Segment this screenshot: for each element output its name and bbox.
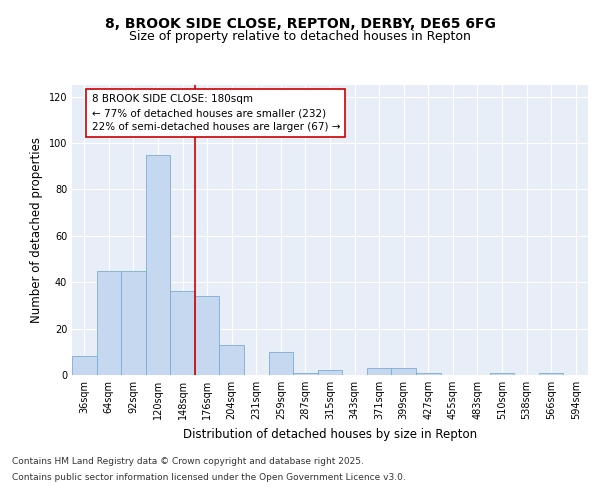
Bar bbox=[269, 352, 293, 375]
Bar bbox=[490, 372, 514, 375]
Text: 8 BROOK SIDE CLOSE: 180sqm
← 77% of detached houses are smaller (232)
22% of sem: 8 BROOK SIDE CLOSE: 180sqm ← 77% of deta… bbox=[92, 94, 340, 132]
Bar bbox=[195, 296, 220, 375]
Text: Contains public sector information licensed under the Open Government Licence v3: Contains public sector information licen… bbox=[12, 472, 406, 482]
Bar bbox=[170, 292, 195, 375]
Text: Size of property relative to detached houses in Repton: Size of property relative to detached ho… bbox=[129, 30, 471, 43]
Y-axis label: Number of detached properties: Number of detached properties bbox=[30, 137, 43, 323]
Bar bbox=[220, 345, 244, 375]
Bar bbox=[121, 270, 146, 375]
Bar bbox=[293, 372, 318, 375]
Bar bbox=[72, 356, 97, 375]
X-axis label: Distribution of detached houses by size in Repton: Distribution of detached houses by size … bbox=[183, 428, 477, 440]
Bar bbox=[146, 154, 170, 375]
Text: Contains HM Land Registry data © Crown copyright and database right 2025.: Contains HM Land Registry data © Crown c… bbox=[12, 458, 364, 466]
Bar bbox=[97, 270, 121, 375]
Bar bbox=[416, 372, 440, 375]
Bar bbox=[391, 368, 416, 375]
Bar bbox=[367, 368, 391, 375]
Bar bbox=[539, 372, 563, 375]
Bar bbox=[318, 370, 342, 375]
Text: 8, BROOK SIDE CLOSE, REPTON, DERBY, DE65 6FG: 8, BROOK SIDE CLOSE, REPTON, DERBY, DE65… bbox=[104, 18, 496, 32]
